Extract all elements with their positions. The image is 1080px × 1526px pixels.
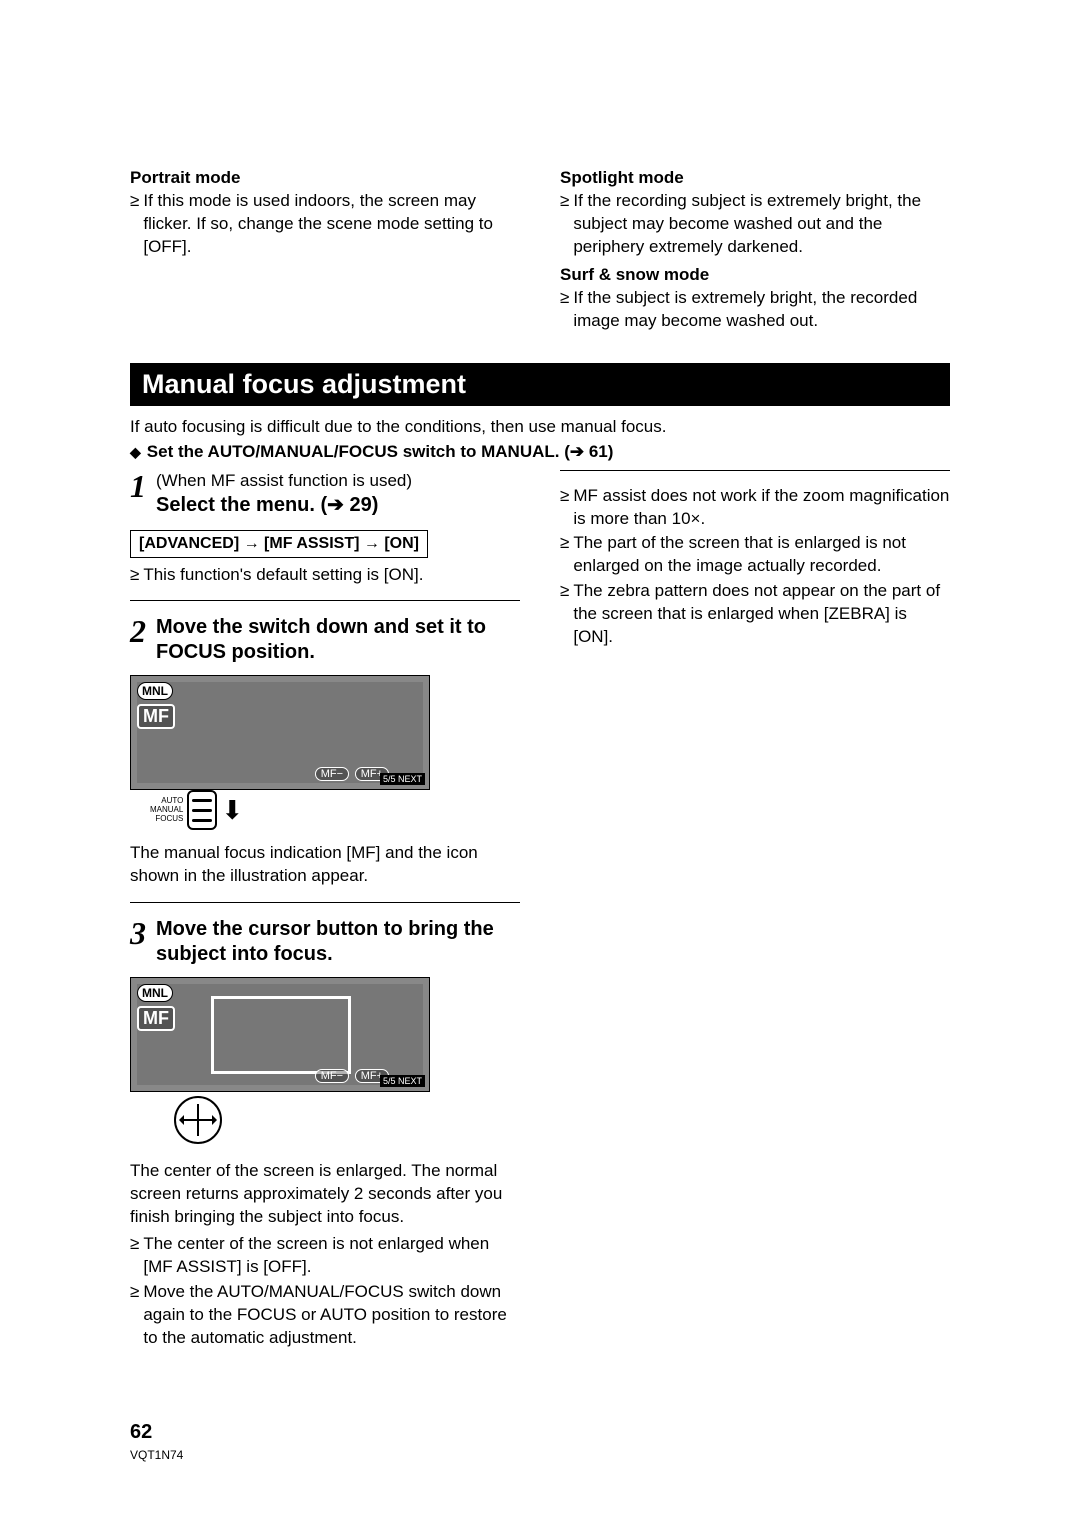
step-3-number: 3	[130, 917, 146, 949]
right-note-3: The zebra pattern does not appear on the…	[560, 580, 950, 649]
surf-snow-heading: Surf & snow mode	[560, 265, 950, 285]
portrait-mode-bullet: If this mode is used indoors, the screen…	[130, 190, 520, 259]
page-number: 62	[130, 1421, 152, 1444]
switch-body-icon	[187, 790, 217, 830]
step-1-bullet: This function's default setting is [ON].	[130, 564, 520, 587]
steps-left-col: 1 (When MF assist function is used) Sele…	[130, 470, 520, 1352]
document-id: VQT1N74	[130, 1448, 183, 1462]
spotlight-mode-heading: Spotlight mode	[560, 168, 950, 188]
mnl-badge: MNL	[137, 682, 173, 700]
step-3-screenshot: MNL MF MF− MF+ 5/5 NEXT	[130, 977, 430, 1092]
switch-labels: AUTO MANUAL FOCUS	[150, 797, 183, 823]
step-2-title: Move the switch down and set it to FOCUS…	[156, 615, 520, 665]
step-3-title: Move the cursor button to bring the subj…	[156, 917, 520, 967]
step-3-p1: The center of the screen is enlarged. Th…	[130, 1160, 520, 1229]
right-notes-col: MF assist does not work if the zoom magn…	[560, 470, 950, 1352]
mf-indicator: MF	[137, 704, 175, 729]
mf-minus-icon: MF−	[315, 767, 349, 781]
section-intro: If auto focusing is difficult due to the…	[130, 416, 950, 439]
step-3: 3 Move the cursor button to bring the su…	[130, 917, 520, 967]
steps-row: 1 (When MF assist function is used) Sele…	[130, 470, 950, 1352]
mnl-badge-2: MNL	[137, 984, 173, 1002]
cursor-pad-icon	[174, 1096, 222, 1144]
step-3-illustration-row: MNL MF MF− MF+ 5/5 NEXT	[130, 977, 520, 1148]
step-2-number: 2	[130, 615, 146, 647]
portrait-mode-heading: Portrait mode	[130, 168, 520, 188]
zoom-frame	[211, 996, 351, 1074]
step-1-title: Select the menu. (➔ 29)	[156, 493, 520, 518]
step-1-sub: (When MF assist function is used)	[156, 470, 520, 493]
mf-minus-icon-2: MF−	[315, 1069, 349, 1083]
mf-indicator-2: MF	[137, 1006, 175, 1031]
right-note-1: MF assist does not work if the zoom magn…	[560, 485, 950, 531]
surf-snow-bullet: If the subject is extremely bright, the …	[560, 287, 950, 333]
cursor-pad-diagram	[170, 1092, 226, 1148]
spotlight-mode-bullet: If the recording subject is extremely br…	[560, 190, 950, 259]
set-switch-line: Set the AUTO/MANUAL/FOCUS switch to MANU…	[130, 441, 950, 464]
down-arrow-icon: ⬇	[221, 795, 243, 826]
step-2: 2 Move the switch down and set it to FOC…	[130, 615, 520, 665]
step-1: 1 (When MF assist function is used) Sele…	[130, 470, 520, 518]
section-title-bar: Manual focus adjustment	[130, 363, 950, 406]
right-note-2: The part of the screen that is enlarged …	[560, 532, 950, 578]
switch-diagram: AUTO MANUAL FOCUS ⬇	[150, 790, 243, 830]
step-3-bullet-2: Move the AUTO/MANUAL/FOCUS switch down a…	[130, 1281, 520, 1350]
portrait-mode-block: Portrait mode If this mode is used indoo…	[130, 168, 520, 335]
right-modes-block: Spotlight mode If the recording subject …	[560, 168, 950, 335]
next-indicator-2: 5/5 NEXT	[380, 1075, 425, 1087]
manual-page: Portrait mode If this mode is used indoo…	[0, 0, 1080, 1526]
divider-2	[130, 902, 520, 903]
menu-path-box: [ADVANCED] → [MF ASSIST] → [ON]	[130, 530, 428, 558]
step-2-after-text: The manual focus indication [MF] and the…	[130, 842, 520, 888]
divider-1	[130, 600, 520, 601]
step-1-number: 1	[130, 470, 146, 502]
right-divider	[560, 470, 950, 471]
next-indicator: 5/5 NEXT	[380, 773, 425, 785]
step-2-screenshot: MNL MF MF− MF+ 5/5 NEXT	[130, 675, 430, 790]
step-2-illustration-row: MNL MF MF− MF+ 5/5 NEXT AUTO MANUAL FOCU…	[130, 675, 520, 830]
modes-row: Portrait mode If this mode is used indoo…	[130, 168, 950, 335]
step-3-bullet-1: The center of the screen is not enlarged…	[130, 1233, 520, 1279]
